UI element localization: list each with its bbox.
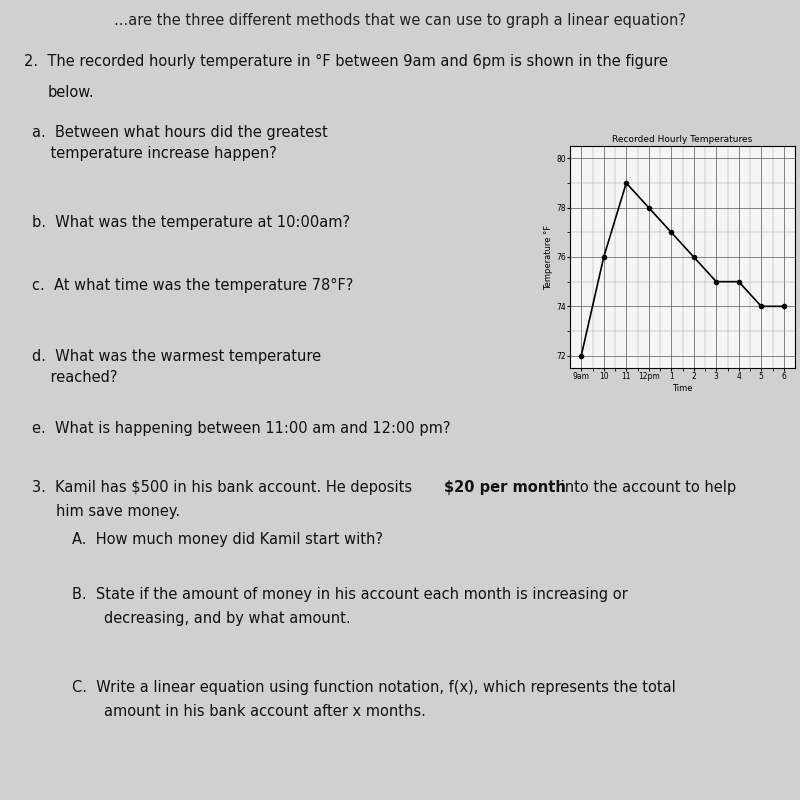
Text: 3.  Kamil has $500 in his bank account. He deposits: 3. Kamil has $500 in his bank account. H… — [32, 480, 417, 495]
Text: B.  State if the amount of money in his account each month is increasing or: B. State if the amount of money in his a… — [72, 586, 628, 602]
Text: A.  How much money did Kamil start with?: A. How much money did Kamil start with? — [72, 532, 383, 546]
Text: decreasing, and by what amount.: decreasing, and by what amount. — [104, 611, 350, 626]
Text: $20 per month: $20 per month — [444, 480, 566, 495]
Text: ...are the three different methods that we can use to graph a linear equation?: ...are the three different methods that … — [114, 14, 686, 29]
Text: him save money.: him save money. — [56, 504, 180, 519]
Text: amount in his bank account after x months.: amount in his bank account after x month… — [104, 704, 426, 718]
Title: Recorded Hourly Temperatures: Recorded Hourly Temperatures — [612, 135, 753, 144]
X-axis label: Time: Time — [672, 384, 693, 393]
Text: below.: below. — [48, 85, 94, 100]
Text: C.  Write a linear equation using function notation, f(x), which represents the : C. Write a linear equation using functio… — [72, 680, 676, 694]
Y-axis label: Temperature °F: Temperature °F — [544, 225, 554, 290]
Text: into the account to help: into the account to help — [556, 480, 736, 495]
Text: 2.  The recorded hourly temperature in °F between 9am and 6pm is shown in the fi: 2. The recorded hourly temperature in °F… — [24, 54, 668, 69]
Text: c.  At what time was the temperature 78°F?: c. At what time was the temperature 78°F… — [32, 278, 354, 293]
Text: a.  Between what hours did the greatest
    temperature increase happen?: a. Between what hours did the greatest t… — [32, 126, 328, 162]
Text: d.  What was the warmest temperature
    reached?: d. What was the warmest temperature reac… — [32, 350, 321, 386]
Text: b.  What was the temperature at 10:00am?: b. What was the temperature at 10:00am? — [32, 215, 350, 230]
Text: e.  What is happening between 11:00 am and 12:00 pm?: e. What is happening between 11:00 am an… — [32, 421, 450, 436]
